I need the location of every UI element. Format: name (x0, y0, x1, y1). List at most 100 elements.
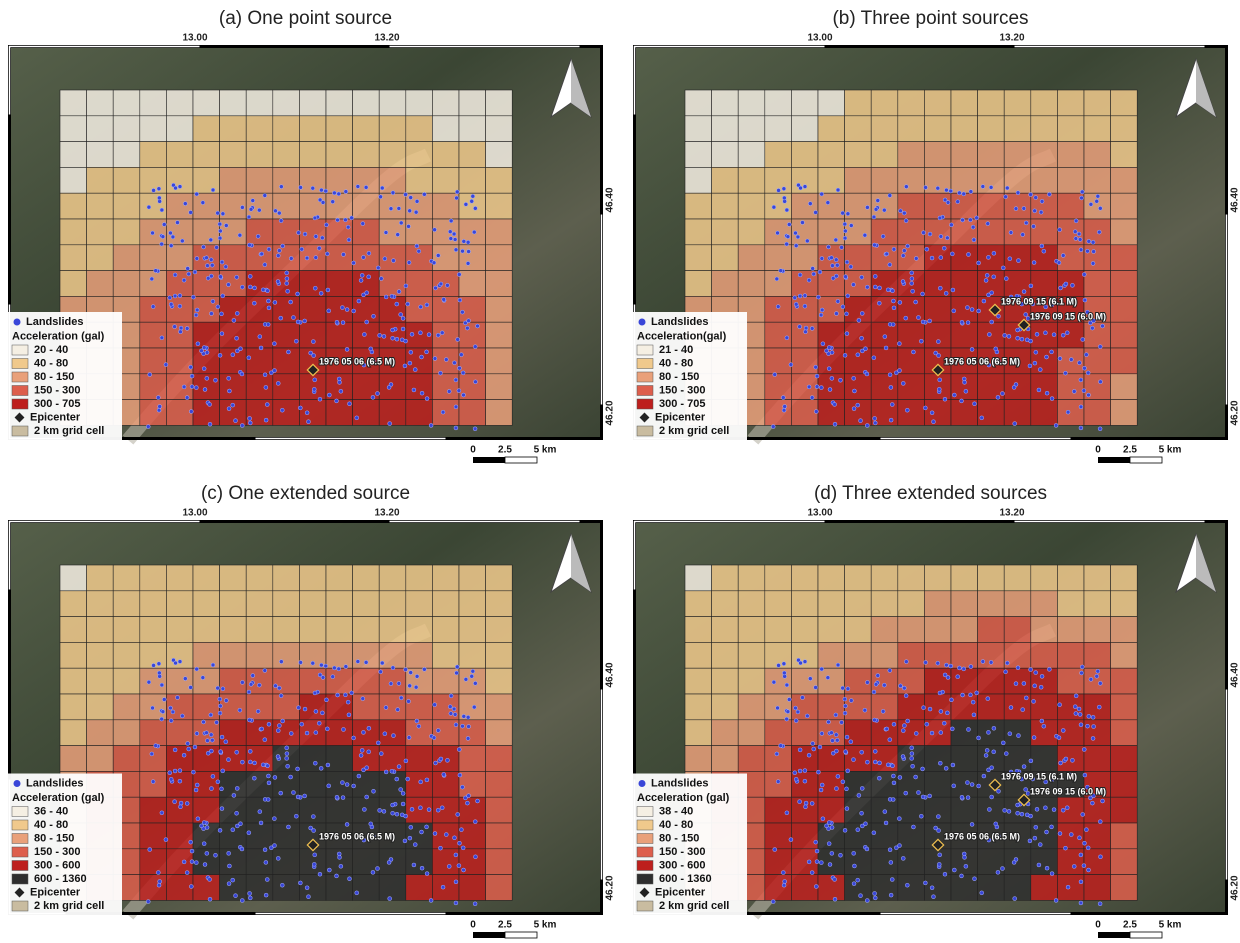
landslide (811, 741, 815, 745)
landslide (436, 253, 440, 257)
grid-cell (220, 694, 247, 720)
landslide (300, 722, 304, 726)
legend-swatch (637, 874, 653, 884)
landslide (804, 801, 808, 805)
grid-cell (220, 849, 247, 875)
scale-label: 0 (1095, 920, 1101, 931)
grid-cell (978, 591, 1005, 617)
grid-cell (765, 90, 792, 116)
landslide (407, 699, 411, 703)
grid-cell (924, 296, 951, 322)
landslide (873, 760, 877, 764)
landslide (253, 286, 257, 290)
grid-cell (685, 720, 712, 746)
grid-cell (791, 193, 818, 219)
landslide (406, 777, 410, 781)
landslide (247, 718, 251, 722)
landslide (820, 308, 824, 312)
landslide (980, 416, 984, 420)
grid-cell (60, 746, 87, 772)
grid-cell (379, 271, 406, 297)
landslide (852, 389, 856, 393)
grid-cell (273, 219, 300, 245)
grid-cell (1111, 797, 1138, 823)
landslide (247, 243, 251, 247)
landslide (1098, 681, 1102, 685)
landslide (873, 416, 877, 420)
legend-class: 600 - 1360 (34, 873, 87, 885)
landslide (205, 350, 209, 354)
landslide (830, 256, 834, 260)
landslide (365, 291, 369, 295)
grid-cell (951, 142, 978, 168)
landslide (1057, 736, 1061, 740)
grid-cell (845, 849, 872, 875)
landslide (248, 891, 252, 895)
grid-cell (166, 142, 193, 168)
grid-cell (818, 219, 845, 245)
landslide (1063, 846, 1067, 850)
grid-cell (765, 771, 792, 797)
landslide (781, 396, 785, 400)
landslide (911, 350, 915, 354)
landslide (815, 385, 819, 389)
landslide (303, 707, 307, 711)
landslide (897, 342, 901, 346)
landslide (189, 365, 193, 369)
grid-cell (685, 142, 712, 168)
landslide (966, 321, 970, 325)
landslide (957, 666, 961, 670)
scale-label: 0 (1095, 445, 1101, 456)
landslide (194, 788, 198, 792)
landslide (834, 274, 838, 278)
landslide (937, 387, 941, 391)
grid-cell (765, 271, 792, 297)
landslide (425, 303, 429, 307)
landslide (454, 723, 458, 727)
grid-cell (1031, 591, 1058, 617)
landslide (296, 292, 300, 296)
grid-cell (924, 875, 951, 901)
landslide (360, 748, 364, 752)
landslide (772, 205, 776, 209)
landslide (1059, 286, 1063, 290)
scale-white (1130, 457, 1162, 463)
landslide (996, 314, 1000, 318)
grid-cell (220, 167, 247, 193)
landslide (798, 769, 802, 773)
grid-cell (353, 142, 380, 168)
landslide (409, 825, 413, 829)
landslide (425, 872, 429, 876)
grid-cell (898, 400, 925, 426)
landslide (808, 202, 812, 206)
landslide (843, 229, 847, 233)
landslide (352, 261, 356, 265)
landslide (313, 691, 317, 695)
landslide (951, 763, 955, 767)
grid-cell (432, 271, 459, 297)
landslide (919, 339, 923, 343)
landslide (1078, 712, 1082, 716)
landslide (195, 192, 199, 196)
landslide (950, 252, 954, 256)
grid-cell (432, 746, 459, 772)
grid-cell (326, 167, 353, 193)
grid-cell (1111, 296, 1138, 322)
landslide (799, 186, 803, 190)
landslide (1016, 336, 1020, 340)
landslide (771, 900, 775, 904)
grid-cell (220, 823, 247, 849)
landslide (369, 822, 373, 826)
grid-cell (193, 642, 220, 668)
legend-epicenter: Epicenter (655, 411, 706, 423)
landslide (930, 886, 934, 890)
grid-cell (712, 668, 739, 694)
landslide (409, 350, 413, 354)
landslide (202, 821, 206, 825)
landslide (1079, 405, 1083, 409)
landslide (449, 237, 453, 241)
landslide (224, 224, 228, 228)
landslide (454, 853, 458, 857)
landslide (367, 726, 371, 730)
grid-cell (113, 694, 140, 720)
